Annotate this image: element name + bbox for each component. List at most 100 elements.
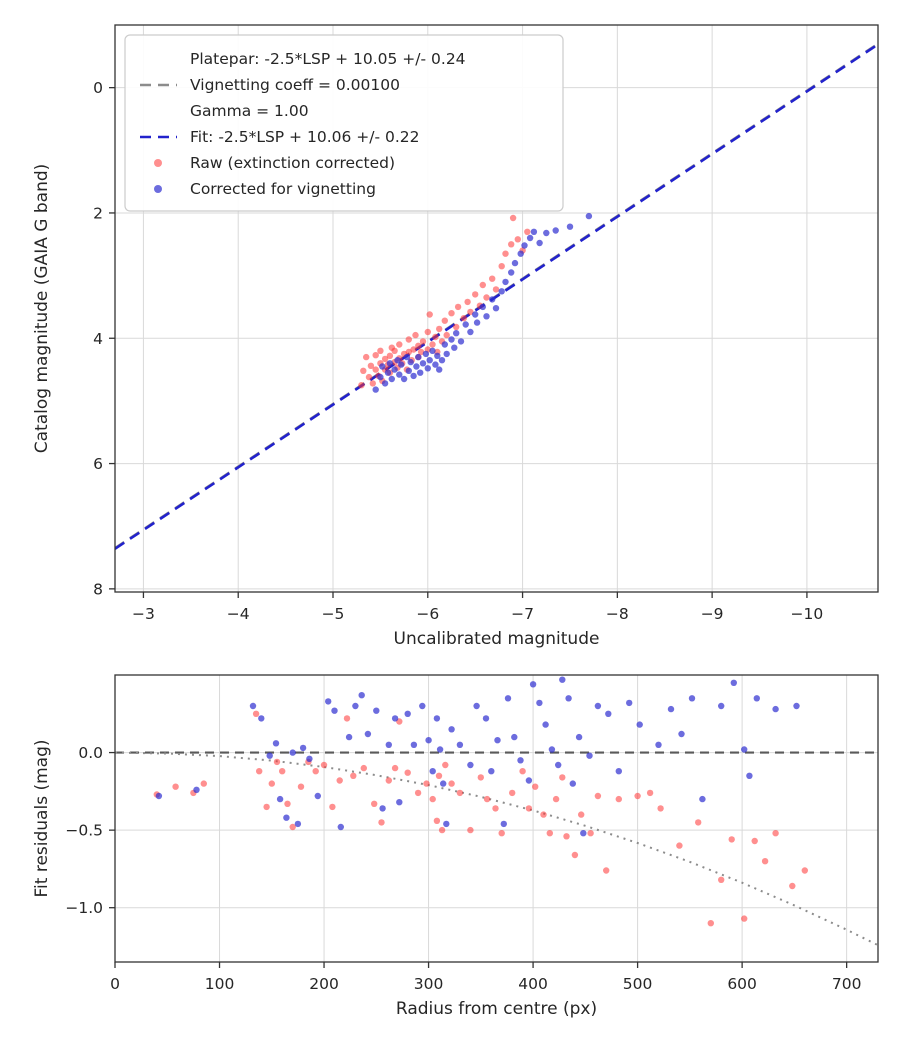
- data-point: [422, 350, 430, 358]
- data-point: [552, 795, 560, 803]
- data-point: [483, 313, 490, 320]
- data-point: [365, 373, 373, 381]
- data-point: [479, 281, 486, 289]
- data-point: [405, 336, 412, 343]
- data-point: [615, 768, 622, 775]
- vignetting-model-curve: [115, 751, 878, 947]
- data-point: [514, 236, 521, 243]
- data-point: [358, 382, 365, 389]
- data-point: [509, 789, 516, 797]
- data-point: [509, 214, 517, 222]
- data-point: [331, 707, 338, 714]
- data-point: [391, 366, 398, 373]
- data-point: [741, 915, 748, 922]
- data-point: [429, 795, 436, 803]
- data-point: [417, 348, 425, 356]
- data-point: [473, 319, 481, 326]
- data-point: [424, 328, 431, 336]
- data-point: [540, 811, 547, 818]
- data-point: [423, 780, 430, 787]
- bottom-series-1: [155, 676, 800, 837]
- data-point: [391, 764, 399, 772]
- y-tick-label: 4: [93, 330, 103, 348]
- data-point: [294, 820, 302, 828]
- bottom-plot-bg: [115, 675, 878, 962]
- data-point: [532, 783, 539, 790]
- data-point: [440, 780, 447, 787]
- data-point: [448, 336, 455, 343]
- data-point: [548, 746, 556, 753]
- data-point: [508, 269, 515, 276]
- data-point: [436, 746, 444, 753]
- data-point: [718, 702, 725, 710]
- bottom-xlabel: Radius from centre (px): [396, 999, 597, 1019]
- data-point: [772, 705, 779, 713]
- data-point: [297, 783, 305, 790]
- data-point: [536, 699, 543, 707]
- data-point: [580, 830, 587, 837]
- data-point: [386, 360, 394, 367]
- data-point: [751, 837, 758, 845]
- legend-label: Vignetting coeff = 0.00100: [190, 76, 400, 94]
- bottom-spines: [114, 674, 879, 963]
- data-point: [521, 242, 528, 249]
- data-point: [489, 296, 496, 303]
- x-tick-label: 500: [623, 975, 653, 993]
- data-point: [424, 365, 431, 372]
- data-point: [526, 234, 534, 242]
- data-point: [585, 212, 593, 220]
- top-ticks: −3 −4 −5 −6 −7 −8 −9 −10 0 2 4 6 8: [93, 79, 823, 623]
- data-point: [498, 288, 505, 295]
- data-point: [655, 741, 662, 748]
- data-point: [410, 346, 417, 353]
- data-point: [453, 330, 460, 337]
- data-point: [379, 805, 386, 812]
- data-point: [488, 768, 495, 775]
- data-point: [483, 795, 491, 803]
- data-point: [462, 321, 469, 328]
- data-point: [460, 315, 467, 322]
- bottom-ylabel: Fit residuals (mag): [32, 740, 52, 898]
- y-tick-label: −1.0: [65, 899, 103, 917]
- data-point: [371, 800, 378, 807]
- data-point: [801, 867, 808, 874]
- data-point: [793, 702, 800, 710]
- data-point: [454, 303, 462, 311]
- data-point: [443, 331, 450, 339]
- bottom-ticks: 0 100 200 300 400 500 600 700 0.0 −0.5 −1.0: [65, 744, 861, 993]
- data-point: [676, 842, 683, 849]
- data-point: [657, 805, 664, 812]
- data-point: [594, 702, 602, 710]
- data-point: [200, 780, 207, 787]
- data-point: [193, 786, 200, 793]
- data-point: [529, 681, 537, 688]
- x-tick-label: 0: [110, 975, 120, 993]
- data-point: [563, 833, 570, 840]
- data-point: [436, 325, 443, 333]
- data-point: [443, 820, 450, 828]
- data-point: [343, 715, 351, 722]
- data-point: [388, 375, 395, 383]
- data-point: [511, 259, 519, 267]
- x-tick-label: −4: [227, 605, 250, 623]
- x-tick-label: −6: [416, 605, 439, 623]
- data-point: [741, 746, 748, 753]
- data-point: [306, 755, 313, 762]
- data-point: [483, 294, 490, 301]
- bottom-content: [115, 676, 878, 947]
- data-point: [502, 278, 509, 286]
- data-point: [555, 761, 562, 769]
- data-point: [626, 699, 633, 707]
- data-point: [498, 263, 505, 270]
- data-point: [404, 710, 411, 717]
- data-point: [543, 229, 550, 237]
- data-point: [377, 347, 384, 354]
- top-series-1: [372, 212, 593, 393]
- data-point: [575, 733, 583, 741]
- data-point: [391, 347, 398, 354]
- x-tick-label: 200: [309, 975, 339, 993]
- data-point: [525, 805, 533, 812]
- data-point: [429, 347, 436, 354]
- data-point: [511, 733, 518, 741]
- data-point: [442, 761, 449, 769]
